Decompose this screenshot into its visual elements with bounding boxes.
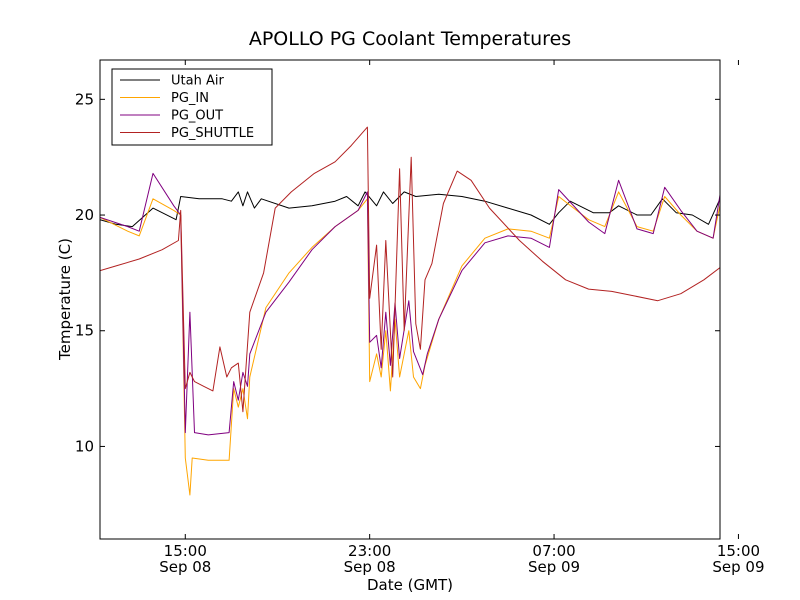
y-axis: 10 15 20 25 [75, 90, 720, 455]
legend-label: Utah Air [171, 74, 224, 89]
x-tick-label-date: Sep 08 [344, 558, 396, 576]
chart-title: APOLLO PG Coolant Temperatures [249, 28, 571, 50]
series-line-pg-out [100, 172, 720, 436]
x-tick-label-date: Sep 09 [712, 558, 764, 576]
x-tick-label-time: 15:00 [717, 542, 760, 560]
legend-label: PG_SHUTTLE [171, 126, 254, 141]
legend-label: PG_OUT [171, 109, 223, 124]
series-line-pg-in [100, 191, 720, 496]
plot-frame [99, 59, 721, 540]
x-tick-label-date: Sep 09 [528, 558, 580, 576]
x-tick-label-date: Sep 08 [159, 558, 211, 576]
y-axis-label: Temperature (C) [56, 238, 74, 361]
series-layer [100, 126, 720, 496]
x-tick-label-time: 07:00 [532, 542, 575, 560]
series-line-pg-shuttle [100, 126, 720, 413]
x-axis-label: Date (GMT) [367, 576, 453, 594]
y-tick-label: 10 [75, 437, 94, 455]
y-tick-label: 15 [75, 322, 94, 340]
x-tick-label-time: 23:00 [348, 542, 391, 560]
legend: Utah Air PG_IN PG_OUT PG_SHUTTLE [111, 68, 273, 146]
y-tick-label: 25 [75, 90, 94, 108]
x-tick-label-time: 15:00 [164, 542, 207, 560]
series-line-utah-air [100, 191, 720, 228]
legend-label: PG_IN [171, 91, 209, 106]
y-tick-label: 20 [75, 206, 94, 224]
